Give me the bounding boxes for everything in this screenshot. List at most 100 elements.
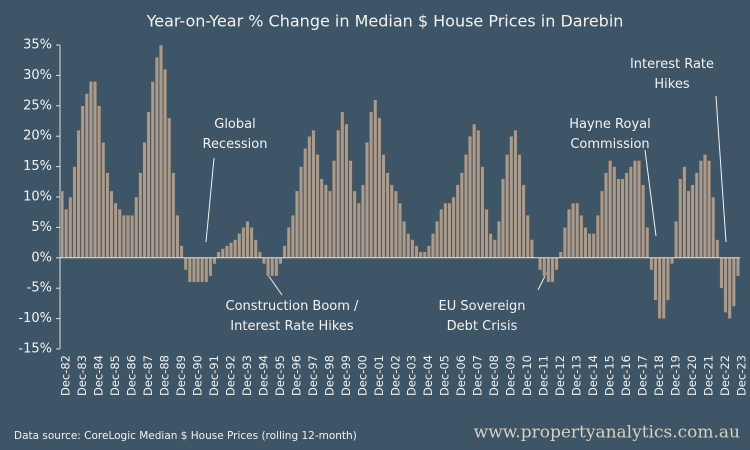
bar [336, 129, 341, 258]
bar [649, 257, 654, 271]
y-tick-label: -15% [18, 342, 52, 357]
pointer [715, 95, 727, 243]
bar [266, 257, 271, 277]
bar [435, 221, 440, 259]
x-tick-label: Dec-84 [92, 355, 106, 396]
bar [80, 105, 85, 259]
bar [653, 257, 658, 301]
annotation-pointers [205, 95, 727, 296]
bar [241, 227, 246, 258]
bar [587, 233, 592, 258]
bar [319, 178, 324, 258]
bar [447, 202, 452, 259]
x-tick-label: Dec-07 [471, 355, 485, 396]
bar [365, 142, 369, 258]
bar [480, 166, 485, 259]
bar [505, 154, 510, 259]
bar [439, 208, 444, 259]
bar [179, 245, 184, 258]
bar [443, 202, 448, 259]
bar [105, 172, 110, 258]
bar [583, 227, 588, 258]
bar [385, 172, 390, 258]
x-tick-label: Dec-93 [240, 355, 254, 396]
bar [661, 257, 666, 319]
bar [501, 178, 505, 258]
bar [348, 160, 353, 259]
bar [393, 190, 398, 258]
bar [332, 160, 336, 259]
bar [159, 44, 163, 259]
x-tick-label: Dec-15 [603, 355, 617, 396]
bar [414, 245, 419, 258]
bar [381, 154, 386, 259]
bar [398, 202, 402, 259]
annotation: Interest Rate [630, 57, 714, 72]
bar [299, 166, 304, 259]
bar [468, 135, 472, 258]
source-note: Data source: CoreLogic Median $ House Pr… [14, 430, 357, 442]
bar [154, 56, 159, 258]
bar [431, 233, 435, 258]
bar [282, 245, 287, 258]
annotation: Hayne Royal [569, 117, 650, 132]
x-tick-label: Dec-20 [685, 355, 699, 396]
x-tick-label: Dec-92 [223, 355, 237, 396]
bar [455, 184, 460, 258]
bar [163, 69, 168, 258]
x-tick-label: Dec-04 [421, 355, 435, 396]
x-tick-label: Dec-09 [504, 355, 518, 396]
bar [410, 239, 415, 258]
bar [620, 178, 625, 258]
bar [459, 172, 464, 258]
bar [101, 142, 106, 258]
bar [64, 208, 69, 259]
bar [113, 202, 118, 259]
bar [340, 111, 345, 258]
bar [183, 257, 188, 271]
x-tick-label: Dec-94 [256, 355, 270, 396]
bar [517, 154, 522, 259]
bar [637, 160, 641, 259]
bar [377, 117, 382, 258]
bar [715, 239, 720, 258]
x-tick-label: Dec-02 [388, 355, 402, 396]
x-tick-label: Dec-08 [487, 355, 501, 396]
x-tick-label: Dec-19 [669, 355, 683, 396]
x-tick-label: Dec-82 [59, 355, 73, 396]
bar [142, 142, 147, 258]
bar [167, 117, 172, 258]
bar [604, 172, 608, 258]
x-tick-label: Dec-96 [289, 355, 303, 396]
bar [476, 129, 481, 258]
x-tick-label: Dec-10 [520, 355, 534, 396]
x-tick-label: Dec-98 [322, 355, 336, 396]
bar [488, 233, 493, 258]
y-tick-label: 5% [31, 220, 52, 235]
x-tick-label: Dec-21 [701, 355, 715, 396]
bar [150, 81, 155, 259]
bar [707, 160, 712, 259]
x-tick-label: Dec-91 [207, 355, 221, 396]
bar [130, 215, 135, 259]
x-tick-label: Dec-97 [306, 355, 320, 396]
x-tick-label: Dec-95 [273, 355, 287, 396]
bar [529, 239, 534, 258]
bar [76, 129, 81, 258]
bar [558, 251, 563, 259]
bar [731, 257, 736, 307]
bar [624, 172, 629, 258]
bar [303, 148, 308, 259]
bar [286, 227, 291, 258]
bar [719, 257, 724, 289]
bar [328, 190, 332, 258]
bar [311, 129, 316, 258]
x-tick-label: Dec-00 [355, 355, 369, 396]
bar [200, 257, 205, 283]
bar [703, 154, 707, 259]
bar [641, 184, 646, 258]
x-tick-label: Dec-05 [438, 355, 452, 396]
bar [192, 257, 196, 283]
bar [257, 251, 262, 259]
